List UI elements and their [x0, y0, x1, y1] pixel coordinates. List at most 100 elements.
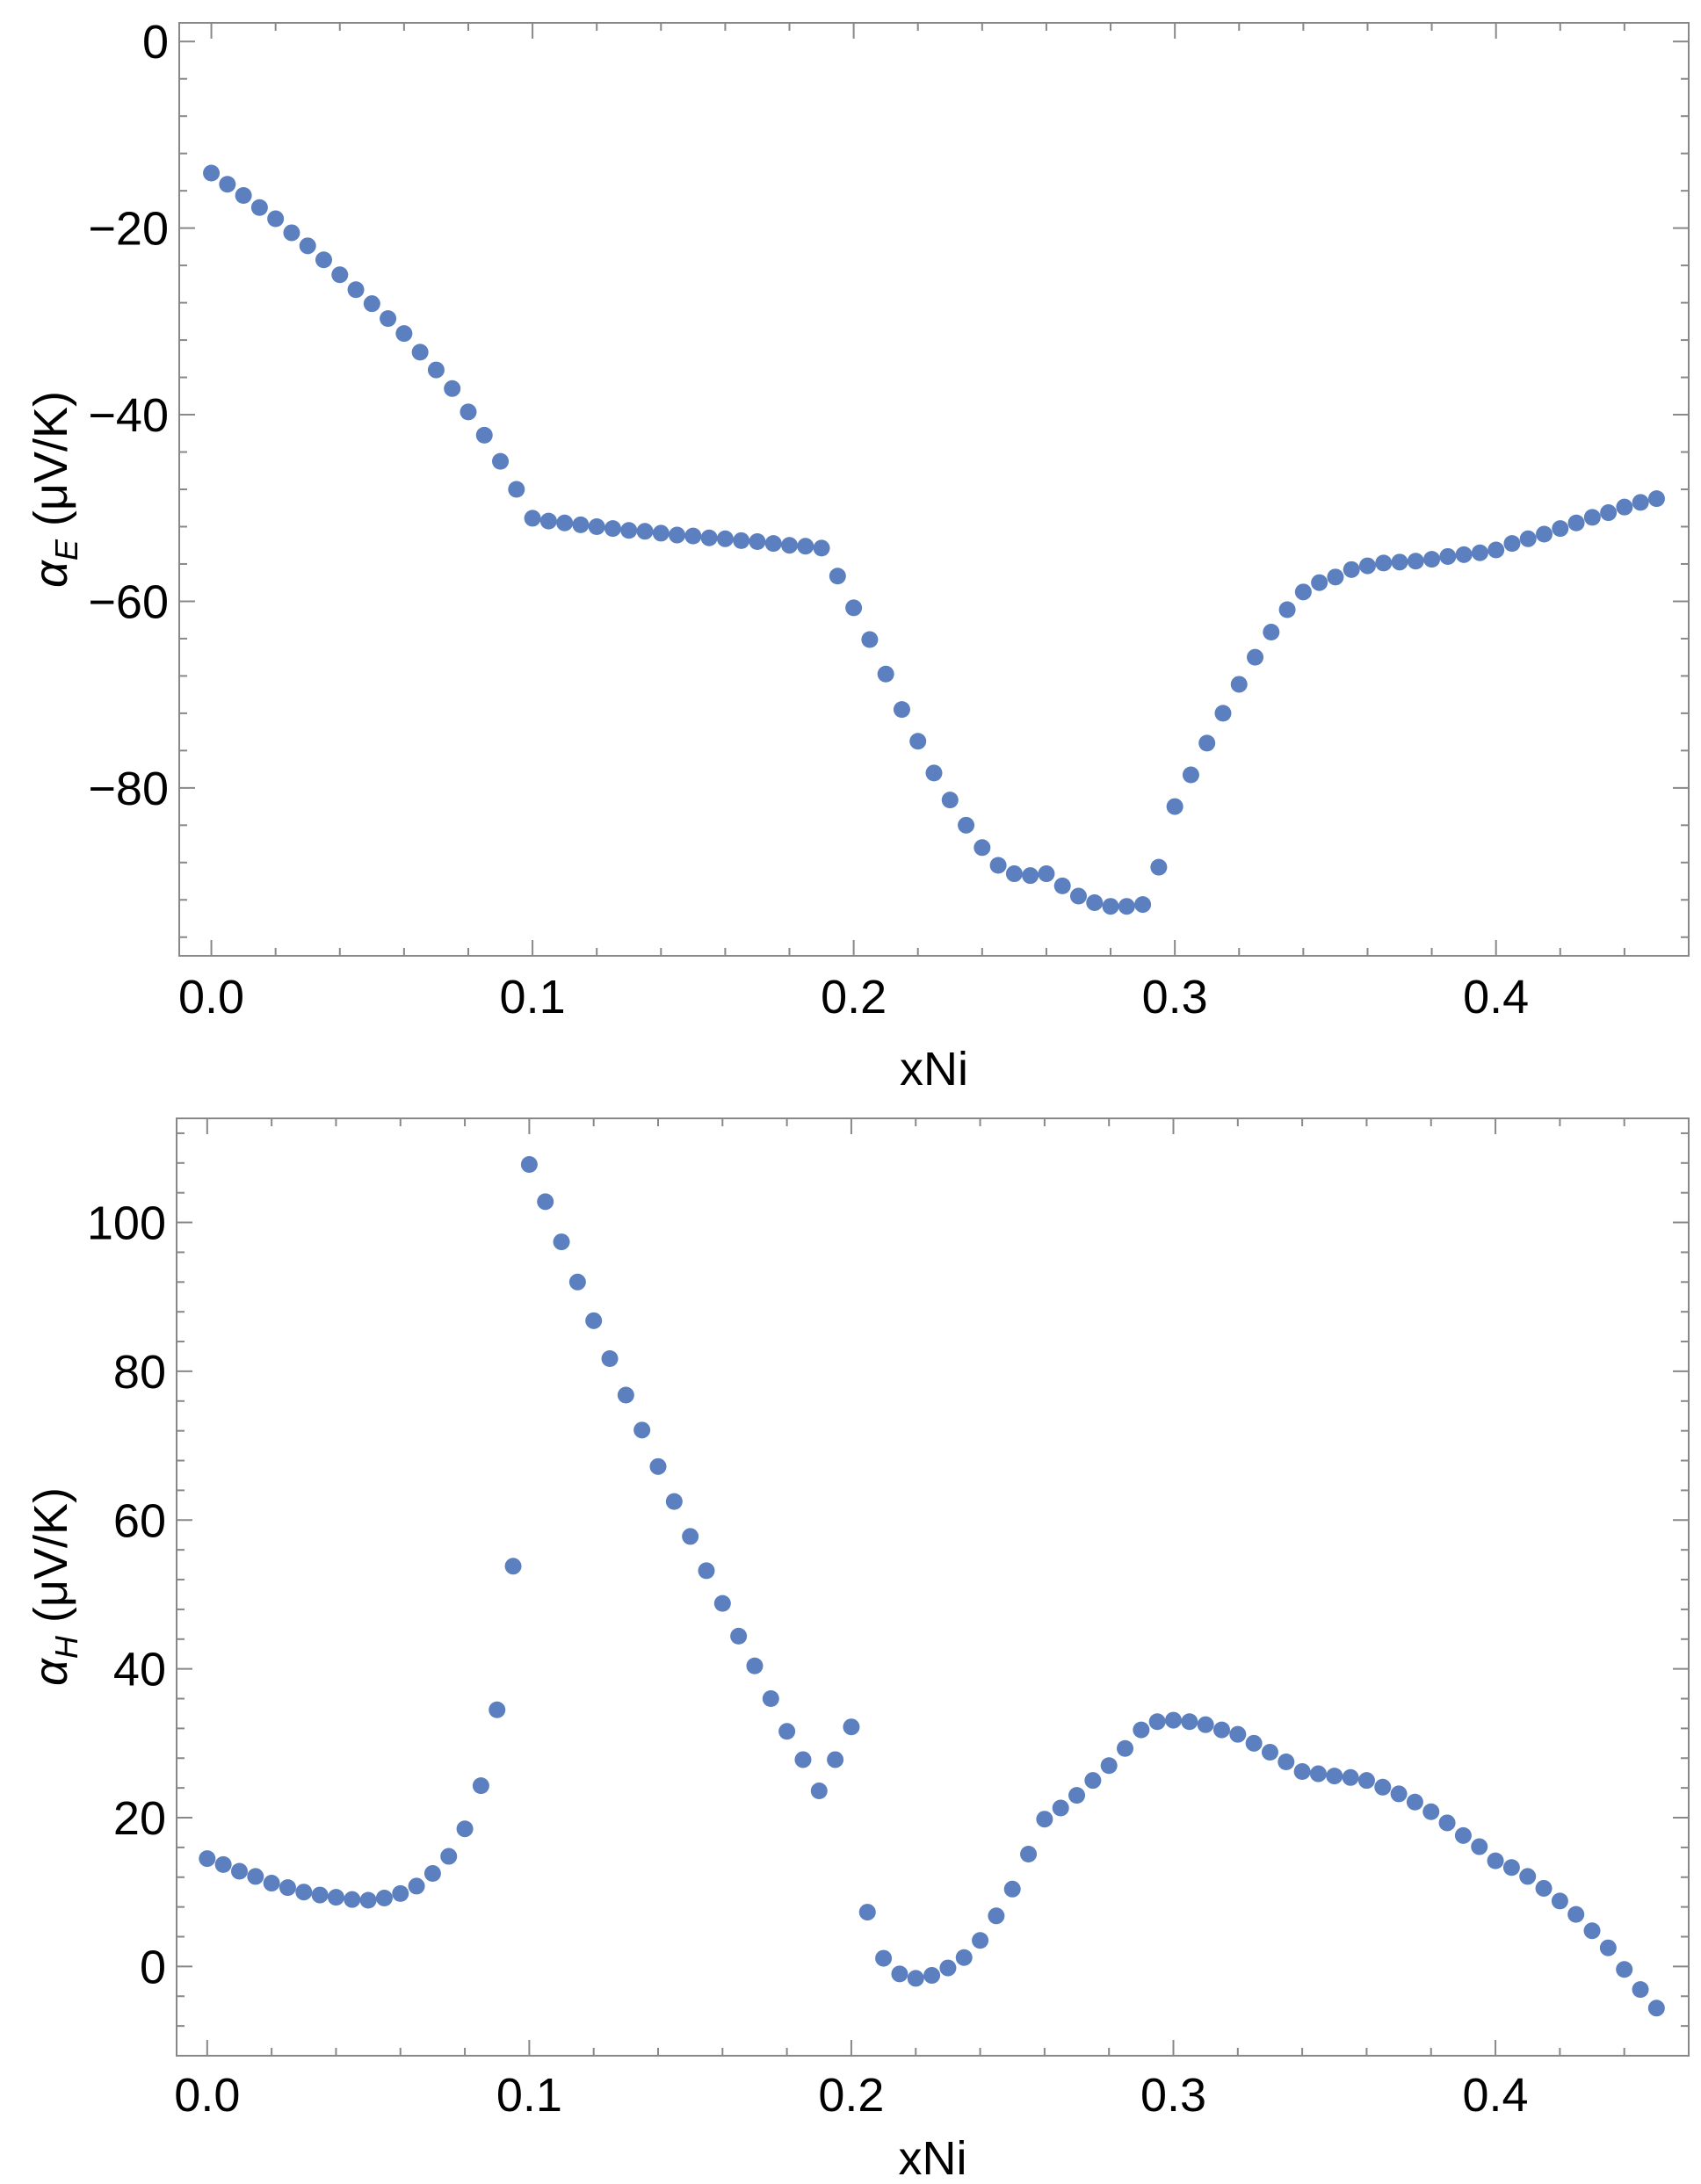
data-point [1005, 865, 1023, 883]
y-axis-subscript: E [48, 539, 84, 560]
data-point [250, 199, 268, 216]
data-point [1261, 1743, 1278, 1761]
data-point [1263, 623, 1280, 640]
data-point [601, 1350, 619, 1368]
data-point [504, 1558, 522, 1575]
data-point [907, 1970, 924, 1987]
data-point [508, 481, 525, 498]
data-point [1487, 1852, 1504, 1869]
data-point [794, 1751, 812, 1768]
data-point [279, 1879, 296, 1897]
y-axis-unit: (μV/K) [25, 391, 77, 539]
data-point [1600, 504, 1618, 522]
data-point [411, 344, 429, 361]
data-point [1407, 553, 1424, 570]
data-point [1536, 525, 1553, 543]
y-tick-label: 80 [113, 1346, 166, 1399]
y-axis-unit: (μV/K) [25, 1487, 77, 1636]
y-axis-title: αE (μV/K) [25, 391, 84, 588]
data-point [395, 325, 413, 343]
x-tick-label: 0.2 [818, 2069, 884, 2122]
y-tick-label: −40 [88, 389, 169, 442]
data-point [1150, 858, 1168, 876]
x-tick-label: 0.0 [178, 971, 244, 1023]
data-point [1053, 877, 1071, 894]
x-tick-label: 0.3 [1142, 971, 1208, 1023]
data-point [1375, 554, 1393, 572]
data-point [283, 224, 300, 242]
top-panel: 0.0 0.1 0.2 0.3 0.4 0 −20 −40 −60 −80 xNi αE (μV/K) [25, 16, 1690, 1096]
data-point [492, 452, 510, 470]
data-point [1148, 1713, 1166, 1731]
data-point [1278, 601, 1296, 618]
data-point [1020, 1846, 1038, 1863]
data-point [1599, 1939, 1617, 1956]
data-point [1197, 1716, 1214, 1733]
data-point [988, 1907, 1005, 1925]
data-point [1311, 574, 1328, 591]
y-axis-subscript: H [48, 1635, 84, 1659]
data-point [553, 1233, 570, 1251]
data-point [1390, 1785, 1408, 1803]
y-axis-symbol: α [25, 559, 77, 588]
data-point [843, 1718, 860, 1736]
x-tick-label: 0.4 [1463, 2069, 1529, 2122]
data-point [1552, 520, 1569, 538]
data-point [1342, 1768, 1359, 1786]
data-point [408, 1877, 425, 1895]
data-point [1294, 583, 1312, 601]
data-point [588, 517, 605, 535]
data-point [1102, 898, 1119, 915]
data-point [669, 526, 686, 544]
data-point [267, 210, 285, 228]
data-point [813, 539, 830, 557]
data-point [460, 403, 477, 421]
data-point [344, 1891, 361, 1908]
data-point [797, 538, 814, 555]
data-point [778, 1723, 796, 1740]
data-point [392, 1884, 409, 1902]
y-axis-symbol: α [25, 1657, 77, 1686]
data-point [230, 1862, 248, 1880]
data-point [1327, 568, 1344, 586]
data-point [1069, 887, 1087, 905]
data-point [1278, 1754, 1295, 1771]
data-point [524, 510, 541, 527]
data-point [247, 1868, 264, 1885]
x-tick-label: 0.1 [496, 2069, 562, 2122]
data-point [327, 1889, 344, 1906]
data-point [620, 522, 638, 539]
data-point [444, 380, 461, 397]
data-point [891, 1965, 908, 1983]
data-point [1230, 676, 1248, 693]
data-point [617, 1386, 634, 1404]
data-point [858, 1904, 876, 1921]
data-point [1293, 1763, 1311, 1781]
data-point [1165, 1711, 1183, 1729]
data-point [1038, 865, 1055, 883]
data-point [1084, 1772, 1102, 1790]
x-axis-title: xNi [899, 2132, 967, 2184]
x-tick-label: 0.1 [500, 971, 566, 1023]
plot-frame [176, 1117, 1690, 2057]
data-point [1632, 1981, 1649, 1999]
data-point [925, 764, 943, 782]
data-point [909, 733, 927, 750]
data-point [537, 1193, 554, 1211]
data-point [1406, 1793, 1423, 1811]
data-point [1068, 1787, 1086, 1804]
data-point [295, 1884, 313, 1901]
data-point [1583, 509, 1601, 526]
data-point [1343, 560, 1360, 578]
data-point [472, 1777, 489, 1795]
data-point [1454, 1826, 1472, 1844]
data-point [684, 527, 702, 545]
data-point [989, 857, 1007, 874]
data-point [475, 426, 493, 444]
data-point [652, 524, 670, 542]
data-point [1519, 530, 1537, 547]
data-point [1423, 551, 1441, 568]
data-point [764, 535, 782, 553]
x-axis-title: xNi [900, 1043, 968, 1096]
data-point [1198, 734, 1216, 752]
